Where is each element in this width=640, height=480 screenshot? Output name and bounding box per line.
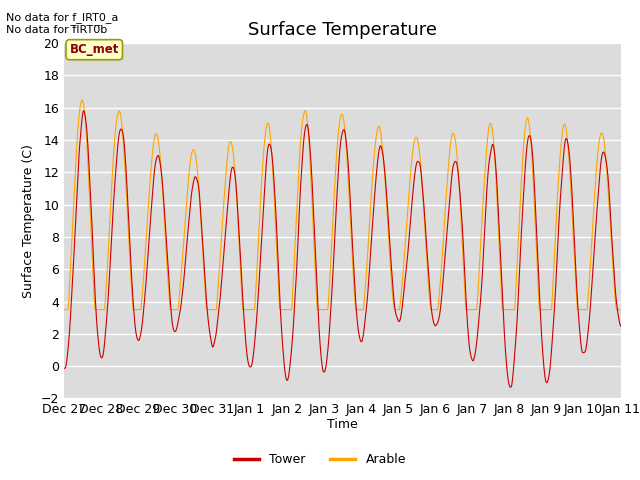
Text: BC_met: BC_met (70, 43, 119, 56)
Text: No data for f̅IRT0̅b: No data for f̅IRT0̅b (6, 25, 108, 35)
Y-axis label: Surface Temperature (C): Surface Temperature (C) (22, 144, 35, 298)
Legend: Tower, Arable: Tower, Arable (229, 448, 411, 471)
X-axis label: Time: Time (327, 418, 358, 431)
Text: No data for f_IRT0_a: No data for f_IRT0_a (6, 12, 119, 23)
Title: Surface Temperature: Surface Temperature (248, 21, 437, 39)
